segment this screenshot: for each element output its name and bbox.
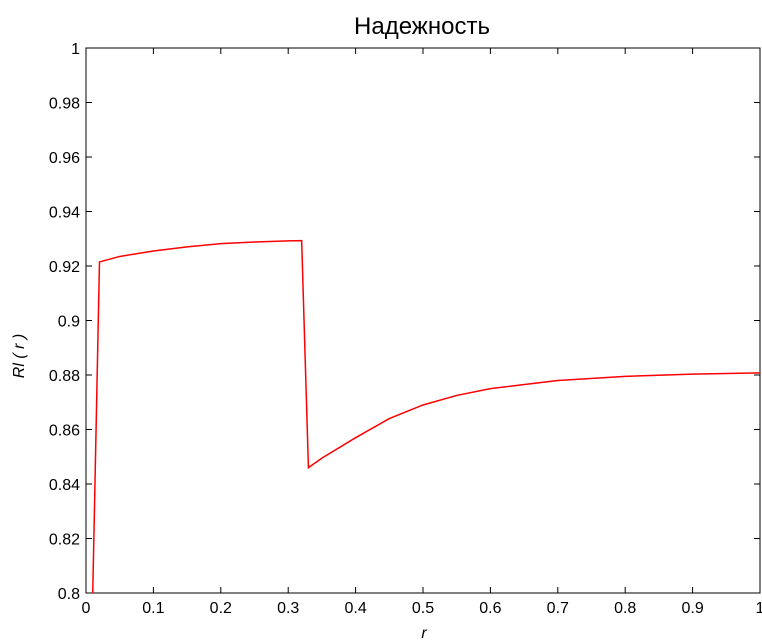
x-tick-label: 1 (756, 600, 762, 617)
y-tick-label: 0.9 (58, 314, 80, 331)
x-tick-label: 0.7 (547, 600, 569, 617)
x-tick-label: 0.5 (412, 600, 434, 617)
x-tick-label: 0.3 (277, 600, 299, 617)
x-tick-label: 0.6 (479, 600, 501, 617)
y-tick-label: 0.98 (49, 96, 80, 113)
y-tick-label: 0.86 (49, 423, 80, 440)
y-axis-label: Rl ( r ) (11, 334, 28, 378)
x-axis-label: r (421, 625, 427, 641)
x-tick-label: 0.2 (210, 600, 232, 617)
y-tick-label: 0.92 (49, 259, 80, 276)
y-tick-label: 0.84 (49, 477, 80, 494)
y-tick-label: 0.94 (49, 205, 80, 222)
series-line (91, 239, 761, 594)
x-tick-label: 0.4 (344, 600, 366, 617)
y-tick-label: 0.8 (58, 586, 80, 603)
plot-frame (85, 47, 761, 594)
y-tick-label: 0.96 (49, 150, 80, 167)
data-series (91, 239, 761, 594)
y-tick-label: 0.88 (49, 368, 80, 385)
y-tick-label: 0.82 (49, 532, 80, 549)
axis-ticks: 0 0.1 0.2 0.3 0.4 0.5 0.6 0.7 0.8 0.9 1 0.8 0.82 0.84… (49, 41, 762, 617)
y-tick-label: 1 (71, 41, 80, 58)
x-tick-label: 0.1 (142, 600, 164, 617)
x-tick-label: 0.9 (681, 600, 703, 617)
x-tick-label: 0.8 (614, 600, 636, 617)
chart-title: Надежность (354, 13, 490, 40)
x-tick-label: 0 (82, 600, 91, 617)
